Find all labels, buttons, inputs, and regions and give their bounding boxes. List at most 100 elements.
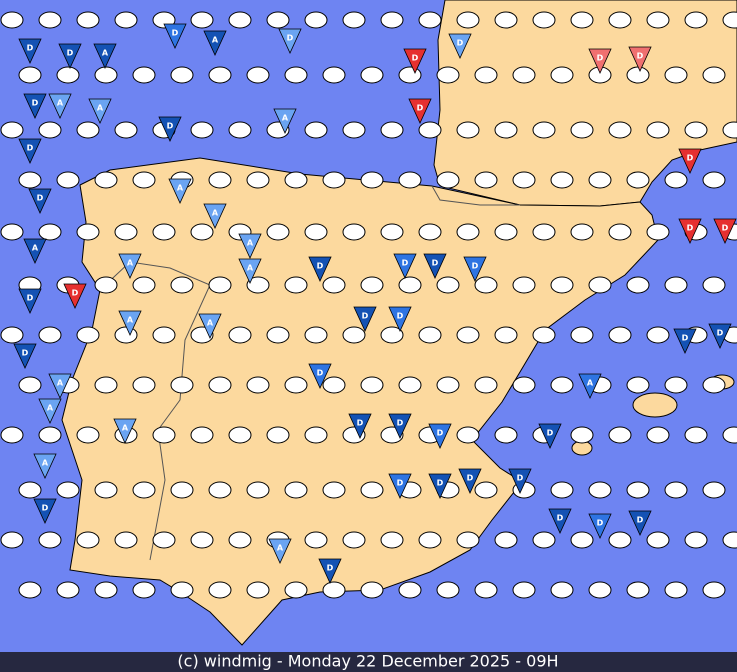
station-oval [588, 276, 612, 294]
wind-label: A [47, 404, 54, 413]
wind-label: A [32, 244, 39, 253]
wind-label: D [722, 224, 729, 233]
station-oval [170, 66, 194, 84]
station-oval [512, 581, 536, 599]
station-oval [284, 66, 308, 84]
wind-triangle [388, 473, 412, 499]
station-oval [94, 581, 118, 599]
station-oval [322, 276, 346, 294]
wind-label: D [597, 519, 604, 528]
wind-label: D [287, 34, 294, 43]
wind-triangle [428, 473, 452, 499]
station-oval [304, 531, 328, 549]
wind-label: D [42, 504, 49, 513]
station-oval [398, 66, 422, 84]
station-oval [702, 376, 726, 394]
station-oval [246, 171, 270, 189]
wind-marker: A [38, 398, 62, 424]
station-oval [360, 376, 384, 394]
station-oval [76, 326, 100, 344]
wind-triangle [198, 313, 222, 339]
wind-label: D [637, 516, 644, 525]
wind-marker: D [538, 423, 562, 449]
station-oval [608, 426, 632, 444]
station-oval [418, 531, 442, 549]
wind-triangle [238, 258, 262, 284]
wind-triangle [458, 468, 482, 494]
wind-label: A [42, 459, 49, 468]
wind-triangle [673, 328, 697, 354]
wind-label: A [97, 104, 104, 113]
wind-triangle [423, 253, 447, 279]
station-oval [436, 171, 460, 189]
station-oval [56, 171, 80, 189]
wind-triangle [308, 363, 332, 389]
wind-triangle [93, 43, 117, 69]
station-oval [570, 531, 594, 549]
wind-triangle [628, 510, 652, 536]
station-oval [114, 11, 138, 29]
station-oval [494, 11, 518, 29]
station-oval [94, 481, 118, 499]
wind-marker: D [308, 256, 332, 282]
wind-label: A [247, 239, 254, 248]
station-oval [532, 223, 556, 241]
station-oval [170, 481, 194, 499]
station-oval [702, 581, 726, 599]
wind-triangle [588, 48, 612, 74]
station-oval [456, 223, 480, 241]
station-oval [512, 66, 536, 84]
station-oval [152, 326, 176, 344]
station-oval [418, 121, 442, 139]
wind-triangle [38, 398, 62, 424]
station-oval [398, 276, 422, 294]
wind-label: D [717, 329, 724, 338]
wind-marker: D [388, 473, 412, 499]
station-oval [0, 11, 24, 29]
wind-marker: D [458, 468, 482, 494]
station-oval [512, 376, 536, 394]
station-oval [360, 171, 384, 189]
wind-marker: D [353, 306, 377, 332]
station-oval [76, 121, 100, 139]
wind-triangle [308, 256, 332, 282]
wind-label: D [557, 514, 564, 523]
station-oval [360, 66, 384, 84]
wind-label: A [247, 264, 254, 273]
station-oval [94, 376, 118, 394]
station-oval [418, 223, 442, 241]
wind-label: A [587, 379, 594, 388]
wind-label: D [467, 474, 474, 483]
station-oval [360, 481, 384, 499]
wind-label: D [167, 122, 174, 131]
wind-label: A [177, 184, 184, 193]
station-oval [266, 326, 290, 344]
wind-label: D [22, 349, 29, 358]
station-oval [512, 171, 536, 189]
station-oval [284, 171, 308, 189]
station-oval [94, 171, 118, 189]
wind-triangle [428, 423, 452, 449]
wind-marker: D [18, 138, 42, 164]
wind-label: D [437, 429, 444, 438]
station-oval [456, 121, 480, 139]
station-oval [570, 11, 594, 29]
station-oval [722, 121, 737, 139]
wind-triangle [58, 43, 82, 69]
station-oval [246, 376, 270, 394]
station-oval [702, 276, 726, 294]
station-oval [114, 223, 138, 241]
wind-triangle [708, 323, 732, 349]
station-oval [380, 531, 404, 549]
station-oval [0, 326, 24, 344]
station-oval [646, 223, 670, 241]
wind-label: D [437, 479, 444, 488]
station-oval [418, 326, 442, 344]
station-oval [266, 11, 290, 29]
wind-label: D [327, 564, 334, 573]
wind-label: D [547, 429, 554, 438]
wind-triangle [23, 238, 47, 264]
station-oval [702, 481, 726, 499]
wind-marker: D [628, 510, 652, 536]
wind-marker: D [678, 218, 702, 244]
